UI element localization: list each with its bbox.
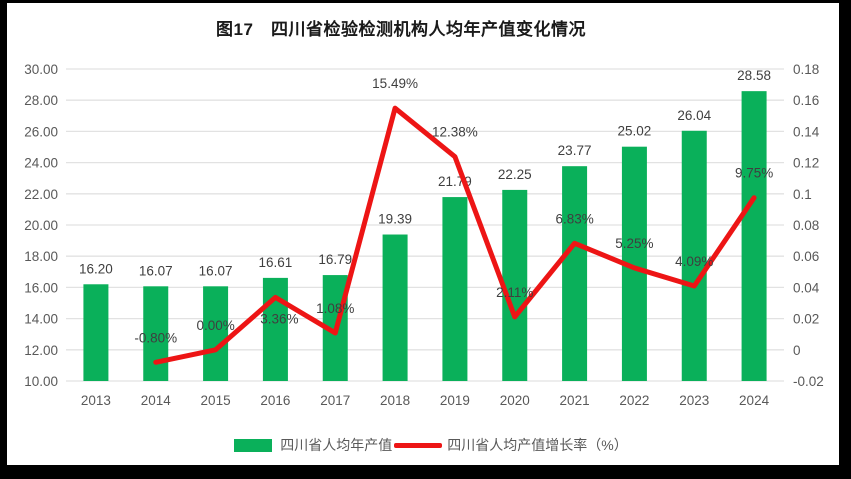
line-label-2024: 9.75% <box>735 166 773 181</box>
right-axis-tick: 0.04 <box>793 280 820 295</box>
line-label-2021: 6.83% <box>555 211 593 226</box>
bar-2021 <box>562 166 588 381</box>
x-axis-label-2017: 2017 <box>320 393 350 408</box>
bar-label-2023: 26.04 <box>677 108 711 123</box>
bar-2020 <box>502 189 528 381</box>
bar-label-2022: 25.02 <box>618 124 652 139</box>
line-label-2018: 15.49% <box>372 76 418 91</box>
bar-label-2024: 28.58 <box>737 68 771 83</box>
right-axis-tick: 0.16 <box>793 93 819 108</box>
right-axis-tick: 0.12 <box>793 156 819 171</box>
chart-canvas: 图17 四川省检验检测机构人均年产值变化情况 30.00 0.18 28.00 0.1… <box>7 3 839 465</box>
x-axis-label-2018: 2018 <box>380 393 410 408</box>
legend-item-bar-series: 四川省人均年产值 <box>234 435 392 455</box>
left-axis-tick: 14.00 <box>24 312 58 327</box>
left-axis-tick: 16.00 <box>24 280 58 295</box>
bar-series-swatch-icon <box>234 438 273 452</box>
x-axis-label-2014: 2014 <box>141 393 172 408</box>
left-axis-tick: 10.00 <box>24 374 58 389</box>
x-axis-label-2020: 2020 <box>500 393 530 408</box>
right-axis-tick: -0.02 <box>793 374 824 389</box>
legend-label-bar-series: 四川省人均年产值 <box>280 437 393 453</box>
x-axis-label-2015: 2015 <box>201 393 231 408</box>
bar-2013 <box>83 284 109 381</box>
bar-2019 <box>442 197 468 381</box>
bar-2015 <box>203 286 229 381</box>
bar-label-2013: 16.20 <box>79 261 113 276</box>
right-axis-tick: 0.18 <box>793 62 819 77</box>
left-axis-tick: 20.00 <box>24 218 58 233</box>
chart-title: 图17 四川省检验检测机构人均年产值变化情况 <box>216 20 586 39</box>
x-axis-label-2023: 2023 <box>679 393 709 408</box>
x-axis-label-2021: 2021 <box>560 393 590 408</box>
line-label-2017: 1.08% <box>316 301 354 316</box>
line-label-2014: -0.80% <box>134 330 177 345</box>
bar-label-2020: 22.25 <box>498 167 532 182</box>
bar-label-2015: 16.07 <box>199 263 233 278</box>
left-axis-tick: 22.00 <box>24 187 58 202</box>
bar-2023 <box>681 130 707 381</box>
left-axis-tick: 24.00 <box>24 156 58 171</box>
bar-label-2014: 16.07 <box>139 263 173 278</box>
left-axis-tick: 28.00 <box>24 93 58 108</box>
line-label-2015: 0.00% <box>196 318 234 333</box>
x-axis-label-2019: 2019 <box>440 393 470 408</box>
legend-label-line-series: 四川省人均产值增长率（%） <box>447 437 628 453</box>
bar-2018 <box>382 234 408 381</box>
bar-label-2017: 16.79 <box>318 252 352 267</box>
left-axis-tick: 18.00 <box>24 249 58 264</box>
x-axis-label-2024: 2024 <box>739 393 770 408</box>
right-axis-tick: 0.1 <box>793 187 812 202</box>
legend: 四川省人均年产值 四川省人均产值增长率（%） <box>15 435 847 455</box>
bar-2016 <box>262 277 288 381</box>
x-axis-label-2016: 2016 <box>260 393 290 408</box>
legend-item-line-series: 四川省人均产值增长率（%） <box>394 435 628 455</box>
line-series-swatch-icon <box>394 442 443 448</box>
growth-rate-line <box>153 105 757 365</box>
line-label-2023: 4.09% <box>675 254 713 269</box>
x-axis-label-2022: 2022 <box>619 393 649 408</box>
bar-2014 <box>143 286 169 381</box>
bar-label-2016: 16.61 <box>259 255 293 270</box>
right-axis-tick: 0 <box>793 343 801 358</box>
combo-chart: 30.00 0.18 28.00 0.16 26.00 0.14 24.00 0.12 22.0… <box>24 62 824 408</box>
line-label-2020: 2.11% <box>496 285 533 300</box>
line-label-2019: 12.38% <box>432 125 478 140</box>
left-axis-tick: 26.00 <box>24 124 58 139</box>
bar-2024 <box>741 91 767 381</box>
right-axis-tick: 0.08 <box>793 218 819 233</box>
left-axis-tick: 12.00 <box>24 343 58 358</box>
bar-label-2018: 19.39 <box>378 212 412 227</box>
x-axis-label-2013: 2013 <box>81 393 111 408</box>
line-label-2022: 5.25% <box>615 236 653 251</box>
bar-label-2021: 23.77 <box>558 143 592 158</box>
left-axis-tick: 30.00 <box>24 62 58 77</box>
right-axis-tick: 0.14 <box>793 124 820 139</box>
line-label-2016: 3.36% <box>260 311 298 326</box>
right-axis-tick: 0.06 <box>793 249 819 264</box>
right-axis-tick: 0.02 <box>793 312 819 327</box>
